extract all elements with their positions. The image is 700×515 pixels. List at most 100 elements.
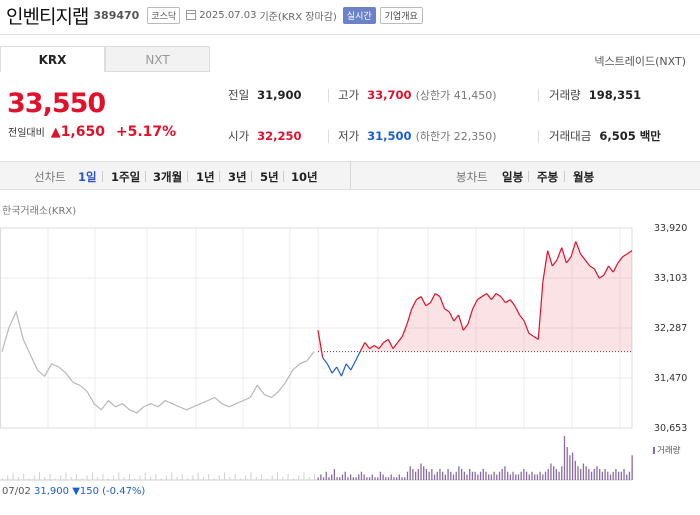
price-line-up-segment	[547, 250, 553, 267]
price-line-up-segment	[416, 296, 422, 301]
range-3y[interactable]: 3년	[228, 170, 247, 184]
price-line-up-segment	[542, 250, 549, 282]
volume-bar	[528, 474, 530, 480]
stock-name: 인벤티지랩	[6, 5, 89, 28]
price-line-up-segment	[500, 296, 506, 304]
volume-bar	[439, 469, 441, 480]
prev-volume-bar	[282, 477, 284, 480]
volume-bar	[501, 469, 503, 480]
price-line-up-segment	[608, 265, 614, 273]
volume-bar	[525, 471, 528, 480]
volume-bar	[317, 477, 319, 480]
price-line-down-segment	[340, 363, 347, 377]
range-10y[interactable]: 10년	[291, 170, 318, 184]
prev-volume-bar	[181, 474, 183, 480]
price-line-up-segment	[565, 256, 572, 264]
prev-volume-bar	[155, 474, 157, 480]
basis-date: 2025.07.03	[199, 9, 257, 21]
trade-amount: 거래대금 6,505 백만	[549, 129, 661, 143]
up-triangle-icon: ▲	[50, 125, 61, 140]
volume-bar	[599, 469, 601, 480]
range-1y[interactable]: 1년	[196, 170, 215, 184]
header-divider	[0, 34, 700, 35]
volume-bar	[390, 474, 392, 480]
prev-volume-bar	[81, 478, 83, 480]
candle-monthly[interactable]: 월봉	[573, 170, 595, 184]
range-5y[interactable]: 5년	[260, 170, 279, 184]
price-line-up-segment	[589, 265, 595, 270]
volume-bar	[580, 469, 582, 480]
volume-bar	[474, 471, 476, 480]
prev-day-date: 07/02	[2, 486, 31, 497]
price-line-up-segment	[505, 299, 511, 304]
realtime-button[interactable]: 실시간	[342, 6, 376, 24]
price-line-down-segment	[345, 363, 352, 371]
range-1w[interactable]: 1주일	[111, 170, 141, 184]
price-line-up-segment	[383, 338, 389, 343]
volume-legend: 거래량	[653, 444, 680, 456]
prev-volume-bar	[261, 474, 263, 480]
price-line-up-segment	[387, 339, 394, 349]
price-line-down-segment	[326, 363, 333, 374]
volume-bar	[366, 477, 368, 480]
prev-volume-bar	[250, 472, 252, 480]
prev-volume-bar	[113, 475, 115, 480]
nextrade-link[interactable]: 넥스트레이드(NXT)	[594, 55, 686, 68]
volume-bar	[544, 471, 547, 480]
tab-nxt[interactable]: NXT	[105, 46, 210, 72]
stock-header: 인벤티지랩 389470 코스닥 2025.07.03 기준(KRX 장마감) …	[6, 4, 423, 28]
volume-bar	[349, 474, 352, 480]
candle-weekly[interactable]: 주봉	[537, 170, 559, 184]
info-divider	[328, 130, 329, 143]
price-plot-frame	[0, 227, 633, 429]
price-line-down-segment	[354, 351, 361, 362]
volume-bar	[539, 471, 541, 480]
volume-bar	[582, 463, 585, 480]
volume-bar	[341, 474, 344, 480]
price-line-up-segment	[584, 259, 591, 267]
volume-bar	[423, 466, 425, 480]
volume-bar	[534, 474, 536, 480]
company-overview-button[interactable]: 기업개요	[379, 6, 423, 24]
price-chart[interactable]: 30,65331,47032,28733,10333,92007/0207/03…	[0, 222, 700, 486]
volume-bar	[477, 474, 479, 480]
prev-volume-bar	[176, 477, 178, 480]
volume-bar	[531, 471, 533, 480]
volume-bar	[404, 477, 406, 480]
volume-bar	[485, 471, 487, 480]
volume-bar	[626, 474, 628, 480]
exchange-label: 한국거래소(KRX)	[2, 206, 77, 217]
tab-krx[interactable]: KRX	[0, 46, 105, 72]
prev-volume-bar	[287, 474, 289, 480]
price-line-up-segment	[575, 241, 582, 254]
volume-bar	[615, 469, 617, 480]
price-line-up-segment	[519, 314, 525, 322]
volume-bar	[469, 469, 471, 480]
volume-bar	[352, 477, 354, 480]
volume-bar	[512, 471, 514, 480]
stock-code: 389470	[93, 8, 140, 22]
prev-volume-bar	[33, 475, 35, 480]
volume-bar	[547, 469, 549, 480]
current-price: 33,550	[7, 88, 106, 119]
volume-bar	[409, 466, 411, 480]
range-1d[interactable]: 1일	[78, 170, 97, 184]
prev-volume-bar	[303, 472, 305, 480]
candle-daily[interactable]: 일봉	[502, 170, 524, 184]
volume-bar	[387, 477, 390, 480]
price-line-up-segment	[523, 320, 530, 334]
info-divider	[538, 130, 539, 143]
prev-volume-bar	[202, 477, 204, 480]
volume-bar	[517, 474, 520, 480]
range-3m[interactable]: 3개월	[153, 170, 183, 184]
change-label: 전일대비	[8, 128, 45, 139]
prev-volume-bar	[2, 478, 3, 480]
volume-bar	[623, 469, 625, 480]
price-line-up-segment	[556, 247, 563, 261]
price-line-up-segment	[570, 241, 577, 257]
volume-bar	[607, 471, 609, 480]
prev-volume-bar	[17, 477, 19, 480]
price-line-up-segment	[533, 335, 539, 340]
prev-volume-bar	[91, 472, 93, 480]
price-line-up-segment	[626, 250, 633, 255]
